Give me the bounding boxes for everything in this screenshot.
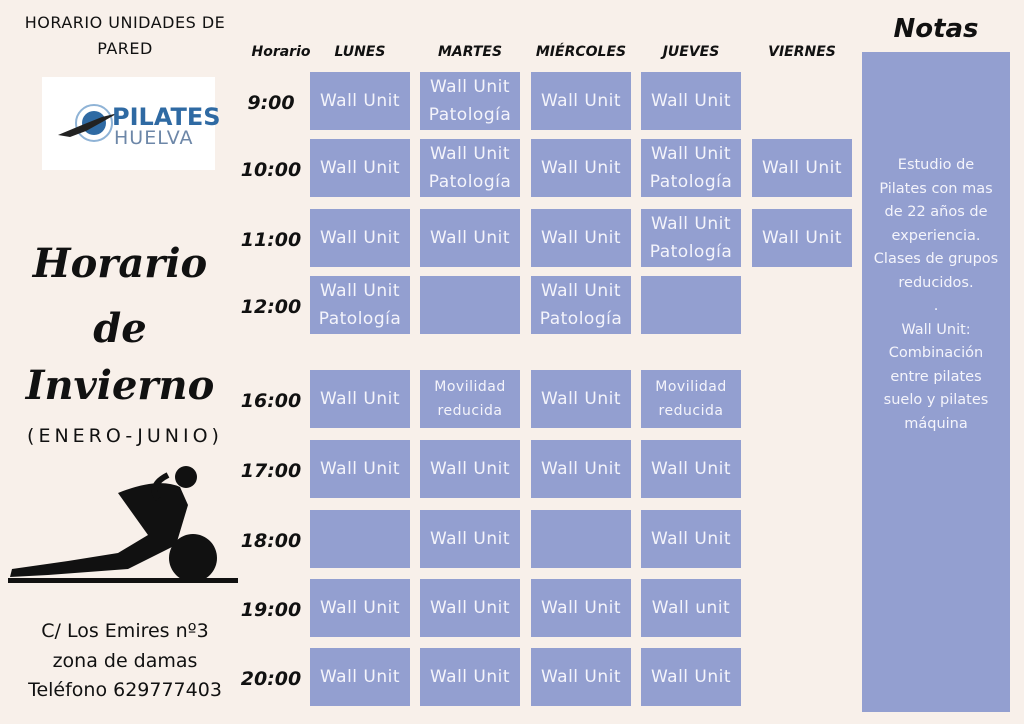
notes-panel: Estudio de Pilates con mas de 22 años de… [862,52,1010,712]
season-title-line3: Invierno [25,362,215,409]
time-label: 16:00 [240,390,302,412]
empty-slot [310,510,410,568]
season-title-line1: Horario [32,240,208,287]
class-slot: Wall Unit [531,139,631,197]
class-slot: Wall Unit Patología [420,72,520,130]
empty-slot [420,276,520,334]
class-slot: Wall Unit [420,440,520,498]
class-slot: Wall Unit Patología [641,139,741,197]
class-slot: Wall Unit [420,579,520,637]
address-street: C/ Los Emires nº3 [41,620,209,642]
class-slot: Wall Unit [420,510,520,568]
time-label: 18:00 [240,530,302,552]
logo-text-pilates: PILATES [112,103,221,131]
day-header: VIERNES [768,44,836,60]
season-title-line2: de [93,305,147,352]
class-slot: Wall Unit [531,209,631,267]
class-slot: Wall Unit [531,72,631,130]
class-slot: Wall Unit [531,440,631,498]
time-label: 20:00 [240,668,302,690]
time-label: 19:00 [240,599,302,621]
time-label: 10:00 [240,159,302,181]
time-label: 17:00 [240,460,302,482]
class-slot: Wall Unit [531,370,631,428]
class-slot: Wall Unit Patología [531,276,631,334]
class-slot: Wall Unit [310,440,410,498]
time-label: 12:00 [240,296,302,318]
class-slot: Wall Unit [310,370,410,428]
class-slot: Wall Unit [420,209,520,267]
class-slot: Wall Unit Patología [420,139,520,197]
logo-text-huelva: HUELVA [114,127,194,149]
time-label: 11:00 [240,229,302,251]
class-slot: Wall Unit [531,579,631,637]
notes-title: Notas [893,14,979,44]
address-area: zona de damas [52,650,198,672]
day-header: MARTES [437,44,503,60]
empty-slot [641,276,741,334]
class-slot: Wall Unit [310,72,410,130]
class-slot: Wall Unit [752,209,852,267]
time-label: 9:00 [247,92,295,114]
class-slot: Wall Unit [641,510,741,568]
class-slot: Wall unit [641,579,741,637]
class-slot: Wall Unit [752,139,852,197]
day-header: JUEVES [662,44,720,60]
class-slot: Movilidad reducida [420,370,520,428]
class-slot: Wall Unit Patología [641,209,741,267]
phone-number: Teléfono 629777403 [28,679,222,701]
season-range: (ENERO-JUNIO) [27,425,223,447]
day-header: LUNES [334,44,386,60]
day-header: MIÉRCOLES [535,44,627,60]
class-slot: Wall Unit Patología [310,276,410,334]
pilates-huelva-logo: PILATES HUELVA [42,77,221,170]
class-slot: Wall Unit [310,648,410,706]
class-slot: Wall Unit [531,648,631,706]
pilates-silhouette-image [8,465,238,594]
time-column-header: Horario [251,44,311,60]
class-slot: Wall Unit [310,209,410,267]
class-slot: Wall Unit [310,139,410,197]
class-slot: Wall Unit [420,648,520,706]
class-slot: Wall Unit [641,440,741,498]
class-slot: Wall Unit [310,579,410,637]
poster-title: HORARIO UNIDADES DE PARED [24,13,226,58]
class-slot: Movilidad reducida [641,370,741,428]
empty-slot [531,510,631,568]
class-slot: Wall Unit [641,72,741,130]
class-slot: Wall Unit [641,648,741,706]
